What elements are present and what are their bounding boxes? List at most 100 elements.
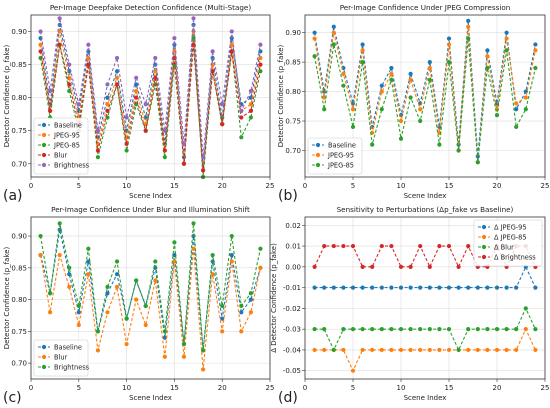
data-point xyxy=(446,42,452,47)
data-point xyxy=(105,310,110,315)
data-point xyxy=(427,264,432,269)
data-point xyxy=(466,347,471,353)
data-point xyxy=(408,327,413,332)
legend-marker xyxy=(41,364,47,370)
data-point xyxy=(504,30,509,35)
data-point xyxy=(427,77,432,82)
data-point xyxy=(76,310,81,315)
legend-label: Δ JPEG-85 xyxy=(494,234,527,242)
data-point xyxy=(456,264,461,269)
data-point xyxy=(408,285,413,290)
series-2 xyxy=(312,306,538,353)
data-point xyxy=(389,347,394,353)
data-point xyxy=(210,272,215,277)
data-point xyxy=(408,264,413,269)
legend-label: Δ Blur xyxy=(494,244,514,252)
legend-marker xyxy=(481,234,487,240)
data-point xyxy=(427,285,432,290)
data-point xyxy=(427,60,432,65)
data-point xyxy=(134,297,139,302)
data-point xyxy=(350,124,356,130)
data-point xyxy=(162,148,167,153)
data-point xyxy=(331,347,336,353)
data-point xyxy=(379,327,384,332)
x-tick-label: 20 xyxy=(493,384,502,392)
data-point xyxy=(398,327,404,332)
data-point xyxy=(379,107,384,112)
data-point xyxy=(220,303,225,309)
chart-title: Per-Image Confidence Under Blur and Illu… xyxy=(51,205,250,214)
data-point xyxy=(466,243,471,249)
data-point xyxy=(86,272,91,277)
data-point xyxy=(514,327,519,332)
data-point xyxy=(124,316,129,321)
y-axis-label: Detector Confidence (p_fake) xyxy=(3,246,11,349)
y-tick-label: 0.70 xyxy=(11,360,27,368)
chart-panel-3: Sensitivity to Perturbations (Δp_fake vs… xyxy=(270,205,549,402)
data-point xyxy=(398,118,404,124)
data-point xyxy=(370,264,375,269)
data-point xyxy=(437,327,442,332)
data-point xyxy=(248,291,253,296)
data-point xyxy=(200,348,206,353)
data-point xyxy=(220,316,225,321)
data-point xyxy=(210,49,215,54)
plot-frame xyxy=(30,216,271,380)
data-point xyxy=(229,253,234,258)
legend-label: Brightness xyxy=(54,162,90,170)
data-point xyxy=(239,303,244,309)
legend-marker xyxy=(481,254,487,260)
y-tick-label: 0.85 xyxy=(11,264,27,272)
data-point xyxy=(172,55,177,61)
legend-label: JPEG-95 xyxy=(53,132,80,140)
data-point xyxy=(350,327,356,332)
data-point xyxy=(533,48,538,53)
data-point xyxy=(48,310,53,315)
data-point xyxy=(143,102,148,107)
legend-box xyxy=(33,339,89,377)
data-point xyxy=(239,329,244,334)
data-point xyxy=(360,48,365,53)
data-point xyxy=(322,285,327,290)
data-point xyxy=(57,253,62,258)
data-point xyxy=(331,24,336,29)
data-point xyxy=(76,303,81,309)
data-point xyxy=(57,42,62,47)
series-2 xyxy=(38,221,263,353)
data-point xyxy=(210,69,215,74)
legend-label: Brightness xyxy=(54,364,90,372)
chart-title: Sensitivity to Perturbations (Δp_fake vs… xyxy=(337,205,514,214)
data-point xyxy=(360,285,365,290)
data-point xyxy=(427,65,432,71)
data-point xyxy=(341,327,346,332)
data-point xyxy=(134,278,139,283)
data-point xyxy=(229,36,234,41)
x-tick-label: 20 xyxy=(218,384,227,392)
y-tick-label: 0.80 xyxy=(11,296,27,304)
data-point xyxy=(162,354,167,359)
data-point xyxy=(67,62,72,67)
data-point xyxy=(143,128,148,133)
data-point xyxy=(523,306,528,311)
data-point xyxy=(67,284,72,289)
data-point xyxy=(86,55,91,61)
plot-frame xyxy=(304,14,546,178)
legend-label: Baseline xyxy=(328,142,356,150)
data-point xyxy=(514,107,519,112)
data-point xyxy=(172,36,177,41)
y-tick-label: 0.75 xyxy=(11,328,27,336)
series-line xyxy=(314,265,536,289)
y-tick-label: 0.70 xyxy=(285,147,301,155)
data-point xyxy=(153,259,158,264)
data-point xyxy=(210,253,215,258)
y-tick-label: 0.80 xyxy=(11,94,27,102)
data-point xyxy=(379,89,384,94)
data-point xyxy=(341,285,346,290)
data-point xyxy=(248,88,253,94)
series-0 xyxy=(312,264,538,290)
y-tick-label: 0.02 xyxy=(285,222,301,230)
data-point xyxy=(172,259,177,264)
data-point xyxy=(331,243,336,249)
y-tick-label: 0.00 xyxy=(285,263,301,271)
data-point xyxy=(114,82,120,87)
